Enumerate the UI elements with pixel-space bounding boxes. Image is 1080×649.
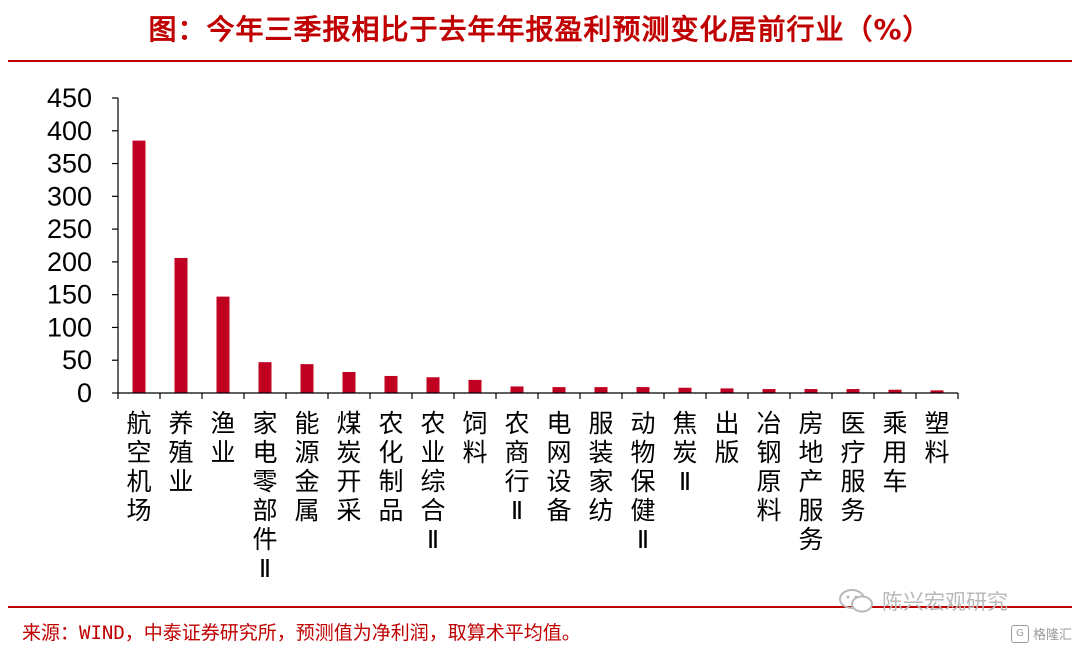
y-tick-label: 50	[62, 345, 92, 375]
x-tick-label: 焦炭 Ⅱ	[672, 409, 697, 496]
y-tick-label: 0	[77, 378, 92, 408]
bar	[174, 257, 188, 393]
title-rule	[8, 60, 1072, 62]
y-tick-label: 300	[47, 181, 92, 211]
bar	[552, 387, 566, 393]
x-tick-label: 乘用车	[882, 409, 907, 496]
bar	[846, 389, 860, 393]
x-tick-label: 动物保健 Ⅱ	[630, 409, 655, 554]
source-note: 来源：WIND，中泰证券研究所，预测值为净利润，取算术平均值。	[22, 622, 581, 644]
bar	[804, 389, 818, 393]
bar	[930, 390, 944, 393]
bar	[426, 377, 440, 393]
x-tick-label: 服装家纺	[588, 409, 613, 525]
x-tick-label: 煤炭开采	[336, 409, 361, 525]
bar	[888, 389, 902, 393]
bar	[342, 372, 356, 393]
chart-title: 图：今年三季报相比于去年年报盈利预测变化居前行业（%）	[148, 13, 932, 46]
x-tick-label: 出版	[714, 409, 739, 467]
x-tick-label: 渔业	[210, 409, 235, 467]
bar	[216, 296, 230, 393]
bar	[720, 388, 734, 393]
x-tick-label: 房地产服务	[798, 409, 823, 554]
x-tick-label: 冶钢原料	[756, 409, 781, 525]
wechat-icon	[839, 589, 873, 613]
bar	[636, 387, 650, 393]
x-tick-label: 航空机场	[126, 409, 151, 525]
gelonghui-logo-icon: G	[1010, 624, 1029, 643]
bar	[678, 387, 692, 393]
bar	[510, 386, 524, 393]
watermark-text: 陈兴宏观研究	[882, 590, 1008, 614]
source-badge: G 格隆汇	[1010, 624, 1072, 643]
x-tick-label: 农商行 Ⅱ	[504, 409, 529, 525]
x-tick-label: 农业综合 Ⅱ	[420, 409, 445, 554]
bar	[762, 389, 776, 393]
y-tick-label: 200	[47, 247, 92, 277]
x-tick-label: 农化制品	[378, 409, 403, 525]
bar	[258, 362, 272, 393]
x-tick-label: 电网设备	[546, 409, 571, 525]
bar	[132, 140, 146, 393]
y-tick-label: 250	[47, 214, 92, 244]
x-tick-label: 医疗服务	[840, 409, 865, 525]
badge-text: 格隆汇	[1032, 628, 1072, 643]
y-tick-label: 450	[47, 83, 92, 113]
y-tick-label: 150	[47, 280, 92, 310]
x-tick-label: 塑料	[924, 409, 949, 467]
y-tick-label: 350	[47, 149, 92, 179]
bar	[300, 364, 314, 393]
footer-rule	[8, 606, 1072, 608]
watermark: 陈兴宏观研究	[838, 586, 1008, 616]
bar	[594, 387, 608, 393]
x-tick-label: 家电零部件 Ⅱ	[252, 409, 277, 583]
bar	[384, 375, 398, 393]
bars	[132, 140, 944, 393]
y-tick-label: 400	[47, 116, 92, 146]
y-tick-label: 100	[47, 312, 92, 342]
x-tick-label: 饲料	[462, 409, 487, 467]
x-tick-label: 能源金属	[294, 409, 319, 525]
x-tick-label: 养殖业	[168, 409, 193, 496]
bar	[468, 379, 482, 393]
